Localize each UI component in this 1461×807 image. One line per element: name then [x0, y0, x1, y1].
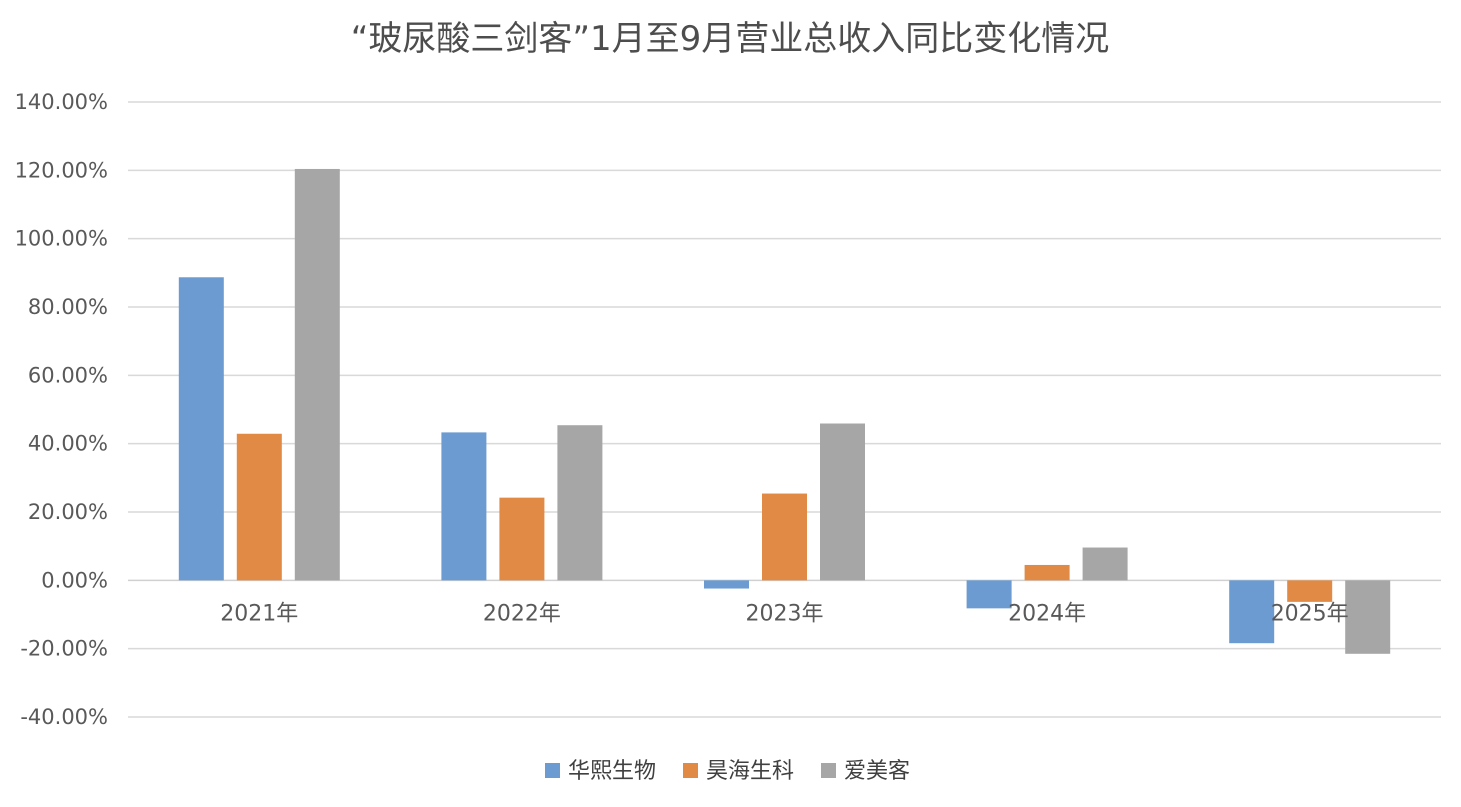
legend-label: 爱美客 [844, 759, 910, 784]
y-tick-label: 20.00% [28, 500, 108, 524]
bar [1082, 547, 1128, 581]
legend-label: 昊海生科 [706, 759, 794, 784]
bar [966, 580, 1012, 609]
y-axis-ticks: 140.00% 120.00% 100.00% 80.00% 60.00% 40.00% 2… [15, 90, 108, 729]
legend-swatch [821, 763, 836, 778]
x-category-label: 2025年 [1271, 601, 1349, 626]
bar [1287, 580, 1333, 602]
legend-swatch [545, 763, 560, 778]
bar [762, 493, 807, 581]
gridlines [128, 101, 1441, 718]
x-category-label: 2023年 [746, 601, 824, 626]
x-axis-categories: 2021年 2022年 2023年 2024年 2025年 [220, 601, 1348, 626]
bar [499, 497, 545, 581]
bar [1345, 580, 1391, 654]
bar [820, 423, 865, 581]
bar [441, 432, 487, 581]
y-tick-label: -40.00% [20, 705, 108, 729]
y-tick-label: 40.00% [28, 432, 108, 456]
bar [1024, 564, 1070, 581]
x-category-label: 2024年 [1008, 601, 1086, 626]
legend-label: 华熙生物 [568, 759, 656, 784]
bar [236, 433, 282, 581]
y-tick-label: 100.00% [15, 227, 108, 251]
bar [178, 277, 224, 581]
y-tick-label: 60.00% [28, 363, 108, 387]
legend: 华熙生物 昊海生科 爱美客 [545, 759, 910, 784]
bar [557, 425, 603, 581]
bar [1229, 580, 1275, 644]
y-tick-label: 0.00% [41, 568, 108, 592]
y-tick-label: 80.00% [28, 295, 108, 319]
chart-title: “玻尿酸三剑客”1月至9月营业总收入同比变化情况 [351, 19, 1110, 59]
bars [178, 168, 1391, 654]
bar [704, 580, 749, 589]
y-tick-label: 140.00% [15, 90, 108, 114]
x-category-label: 2022年 [483, 601, 561, 626]
y-tick-label: 120.00% [15, 158, 108, 182]
y-tick-label: -20.00% [20, 637, 108, 661]
x-category-label: 2021年 [220, 601, 298, 626]
legend-swatch [683, 763, 698, 778]
bar [294, 168, 340, 581]
